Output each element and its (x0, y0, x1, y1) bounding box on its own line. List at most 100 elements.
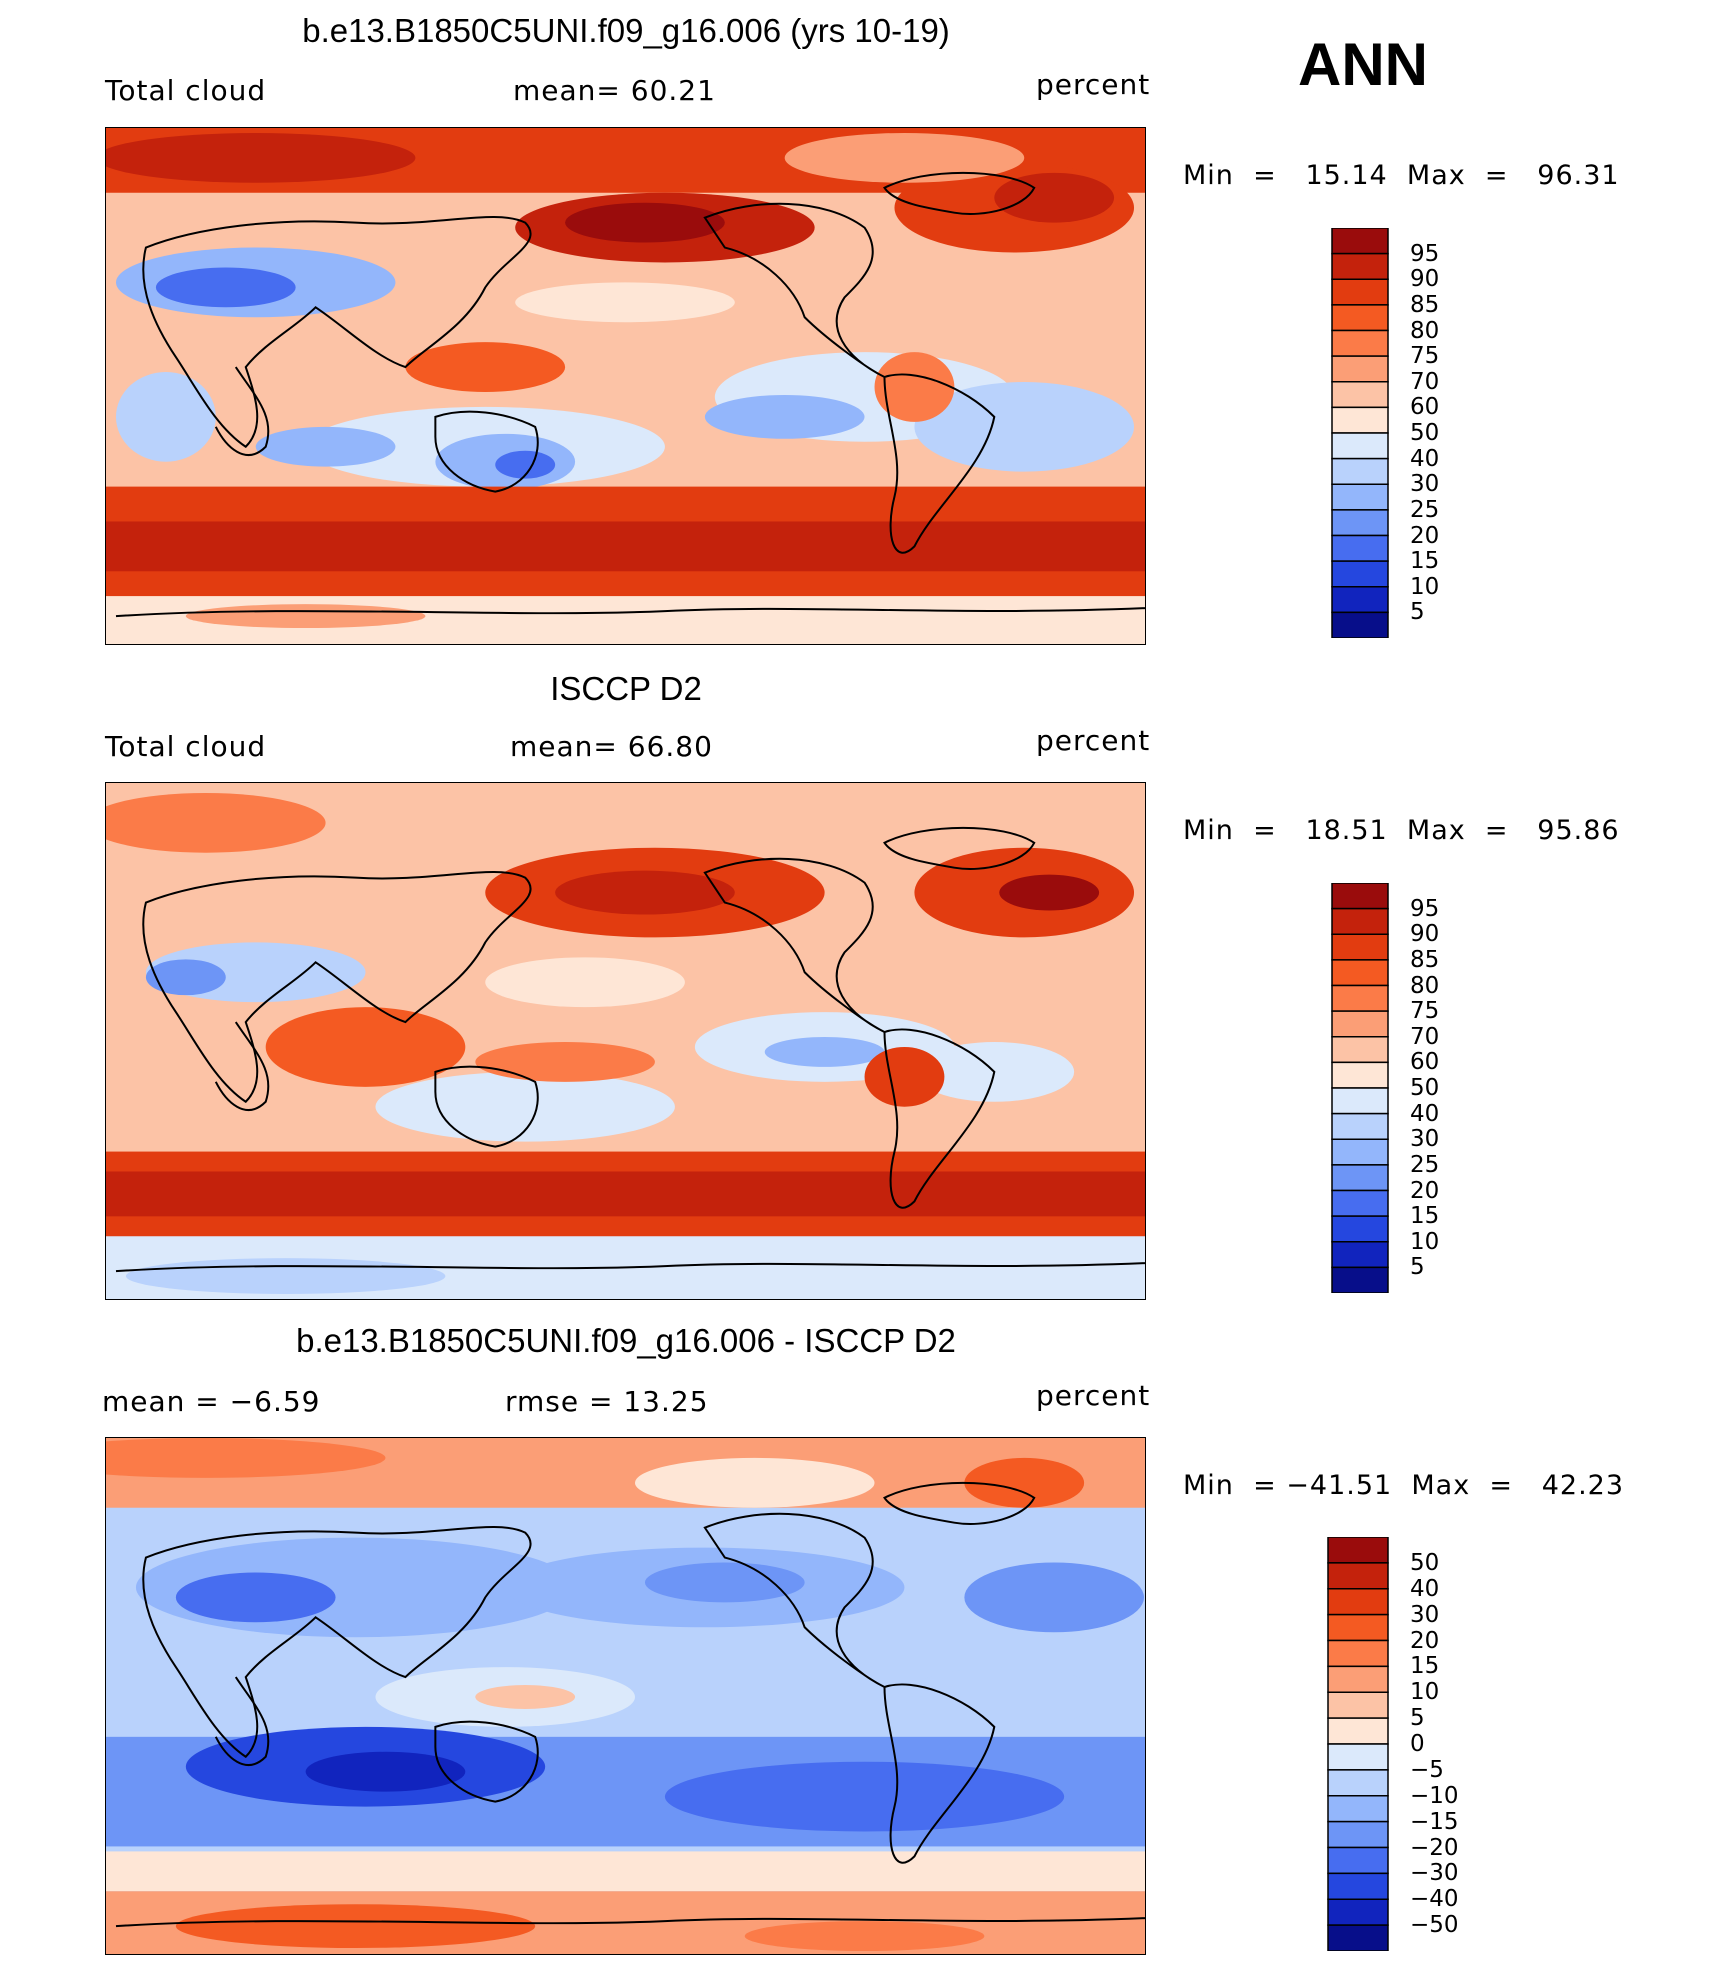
colorbar-tick-label: 70 (1410, 1023, 1440, 1050)
colorbar-tick-label: 95 (1410, 895, 1440, 922)
panel-3-mean-label: mean = −6.59 (102, 1385, 321, 1418)
panel-1-center-label: mean= 60.21 (513, 74, 716, 107)
panel-2-title: ISCCP D2 (550, 670, 702, 707)
colorbar-swatch (1327, 1536, 1389, 1564)
colorbar-swatch (1327, 1924, 1389, 1952)
panel-1-colorbar-swatches (1331, 227, 1389, 639)
colorbar-swatch (1331, 586, 1389, 614)
colorbar-swatch (1331, 560, 1389, 588)
colorbar-tick-label: 30 (1410, 1601, 1440, 1628)
colorbar-swatch (1331, 329, 1389, 357)
panel-3-map (105, 1437, 1146, 1955)
colorbar-swatch (1331, 1241, 1389, 1269)
colorbar-swatch (1331, 1087, 1389, 1115)
colorbar-swatch (1331, 252, 1389, 280)
colorbar-swatch (1327, 1639, 1389, 1668)
panel-2-left-label: Total cloud (105, 730, 267, 763)
colorbar-tick-label: 20 (1410, 1627, 1440, 1654)
colorbar-tick-label: 75 (1410, 343, 1440, 370)
colorbar-swatch (1331, 1112, 1389, 1140)
colorbar-swatch (1327, 1872, 1389, 1900)
panel-2-minmax: Min = 18.51 Max = 95.86 (1183, 815, 1620, 846)
colorbar-swatch (1331, 1215, 1389, 1243)
panel-1-left-label: Total cloud (105, 74, 267, 107)
panel-1-minmax: Min = 15.14 Max = 96.31 (1183, 160, 1620, 191)
colorbar-tick-label: 15 (1410, 1653, 1440, 1680)
colorbar-swatch (1331, 933, 1389, 961)
colorbar-swatch (1331, 304, 1389, 332)
panel-3-colorbar (1327, 1536, 1389, 1956)
panel-2-units-label: percent (1036, 724, 1151, 757)
colorbar-swatch (1331, 1036, 1389, 1064)
colorbar-tick-label: 40 (1410, 1100, 1440, 1127)
colorbar-tick-label: 90 (1410, 266, 1440, 293)
colorbar-tick-label: −10 (1410, 1782, 1459, 1809)
colorbar-tick-label: 15 (1410, 1203, 1440, 1230)
panel-2-center-label: mean= 66.80 (510, 730, 713, 763)
colorbar-tick-label: 50 (1410, 1549, 1440, 1576)
colorbar-swatch (1327, 1717, 1389, 1745)
colorbar-swatch (1327, 1562, 1389, 1590)
colorbar-tick-label: 80 (1410, 317, 1440, 344)
colorbar-swatch (1327, 1665, 1389, 1693)
colorbar-swatch (1331, 1138, 1389, 1166)
colorbar-swatch (1331, 959, 1389, 987)
colorbar-swatch (1331, 355, 1389, 383)
colorbar-tick-label: 40 (1410, 1575, 1440, 1602)
colorbar-swatch (1327, 1820, 1389, 1849)
panel-1-title: b.e13.B1850C5UNI.f09_g16.006 (yrs 10-19) (302, 12, 950, 49)
colorbar-tick-label: 50 (1410, 420, 1440, 446)
panel-2-colorbar (1331, 882, 1389, 1298)
colorbar-tick-label: −20 (1410, 1834, 1459, 1861)
colorbar-swatch (1331, 1189, 1389, 1217)
panel-3-title: b.e13.B1850C5UNI.f09_g16.006 - ISCCP D2 (296, 1322, 956, 1359)
colorbar-swatch (1327, 1743, 1389, 1771)
colorbar-swatch (1331, 1061, 1389, 1089)
colorbar-tick-label: 5 (1410, 599, 1425, 626)
colorbar-tick-label: 0 (1410, 1731, 1425, 1757)
colorbar-swatch (1331, 278, 1389, 306)
colorbar-swatch (1331, 381, 1389, 409)
colorbar-swatch (1327, 1898, 1389, 1926)
panel-3-rmse-label: rmse = 13.25 (505, 1385, 709, 1418)
colorbar-tick-label: 70 (1410, 368, 1440, 395)
colorbar-swatch (1331, 534, 1389, 562)
colorbar-tick-label: 80 (1410, 972, 1440, 999)
panel-3-colorbar-swatches (1327, 1536, 1389, 1952)
colorbar-tick-label: 25 (1410, 1151, 1440, 1178)
colorbar-swatch (1331, 483, 1389, 511)
colorbar-swatch (1331, 907, 1389, 935)
colorbar-tick-label: 10 (1410, 1228, 1440, 1255)
colorbar-tick-label: −15 (1410, 1808, 1459, 1835)
colorbar-swatch (1327, 1691, 1389, 1719)
panel-1-colorbar (1331, 227, 1389, 643)
colorbar-tick-label: 95 (1410, 240, 1440, 267)
colorbar-tick-label: −40 (1410, 1886, 1459, 1913)
colorbar-tick-label: −5 (1410, 1756, 1444, 1783)
colorbar-tick-label: 60 (1410, 394, 1440, 421)
panel-3-minmax: Min = −41.51 Max = 42.23 (1183, 1470, 1625, 1501)
colorbar-tick-label: 10 (1410, 1679, 1440, 1706)
colorbar-tick-label: 20 (1410, 522, 1440, 549)
colorbar-tick-label: 5 (1410, 1705, 1425, 1732)
colorbar-tick-label: 50 (1410, 1075, 1440, 1101)
panel-3-units-label: percent (1036, 1379, 1151, 1412)
colorbar-tick-label: 60 (1410, 1049, 1440, 1076)
colorbar-tick-label: 40 (1410, 445, 1440, 472)
colorbar-swatch (1331, 1164, 1389, 1192)
colorbar-swatch (1331, 406, 1389, 434)
colorbar-tick-label: 15 (1410, 548, 1440, 575)
colorbar-tick-label: 30 (1410, 471, 1440, 498)
colorbar-swatch (1331, 227, 1389, 255)
colorbar-tick-label: 90 (1410, 921, 1440, 948)
colorbar-swatch (1327, 1588, 1389, 1616)
colorbar-swatch (1331, 1266, 1389, 1294)
panel-2-colorbar-swatches (1331, 882, 1389, 1294)
colorbar-swatch (1331, 611, 1389, 639)
season-label: ANN (1298, 31, 1428, 98)
colorbar-tick-label: 25 (1410, 496, 1440, 523)
colorbar-tick-label: 85 (1410, 946, 1440, 973)
panel-1-map (105, 127, 1146, 645)
colorbar-tick-label: −30 (1410, 1860, 1459, 1887)
colorbar-swatch (1331, 882, 1389, 910)
